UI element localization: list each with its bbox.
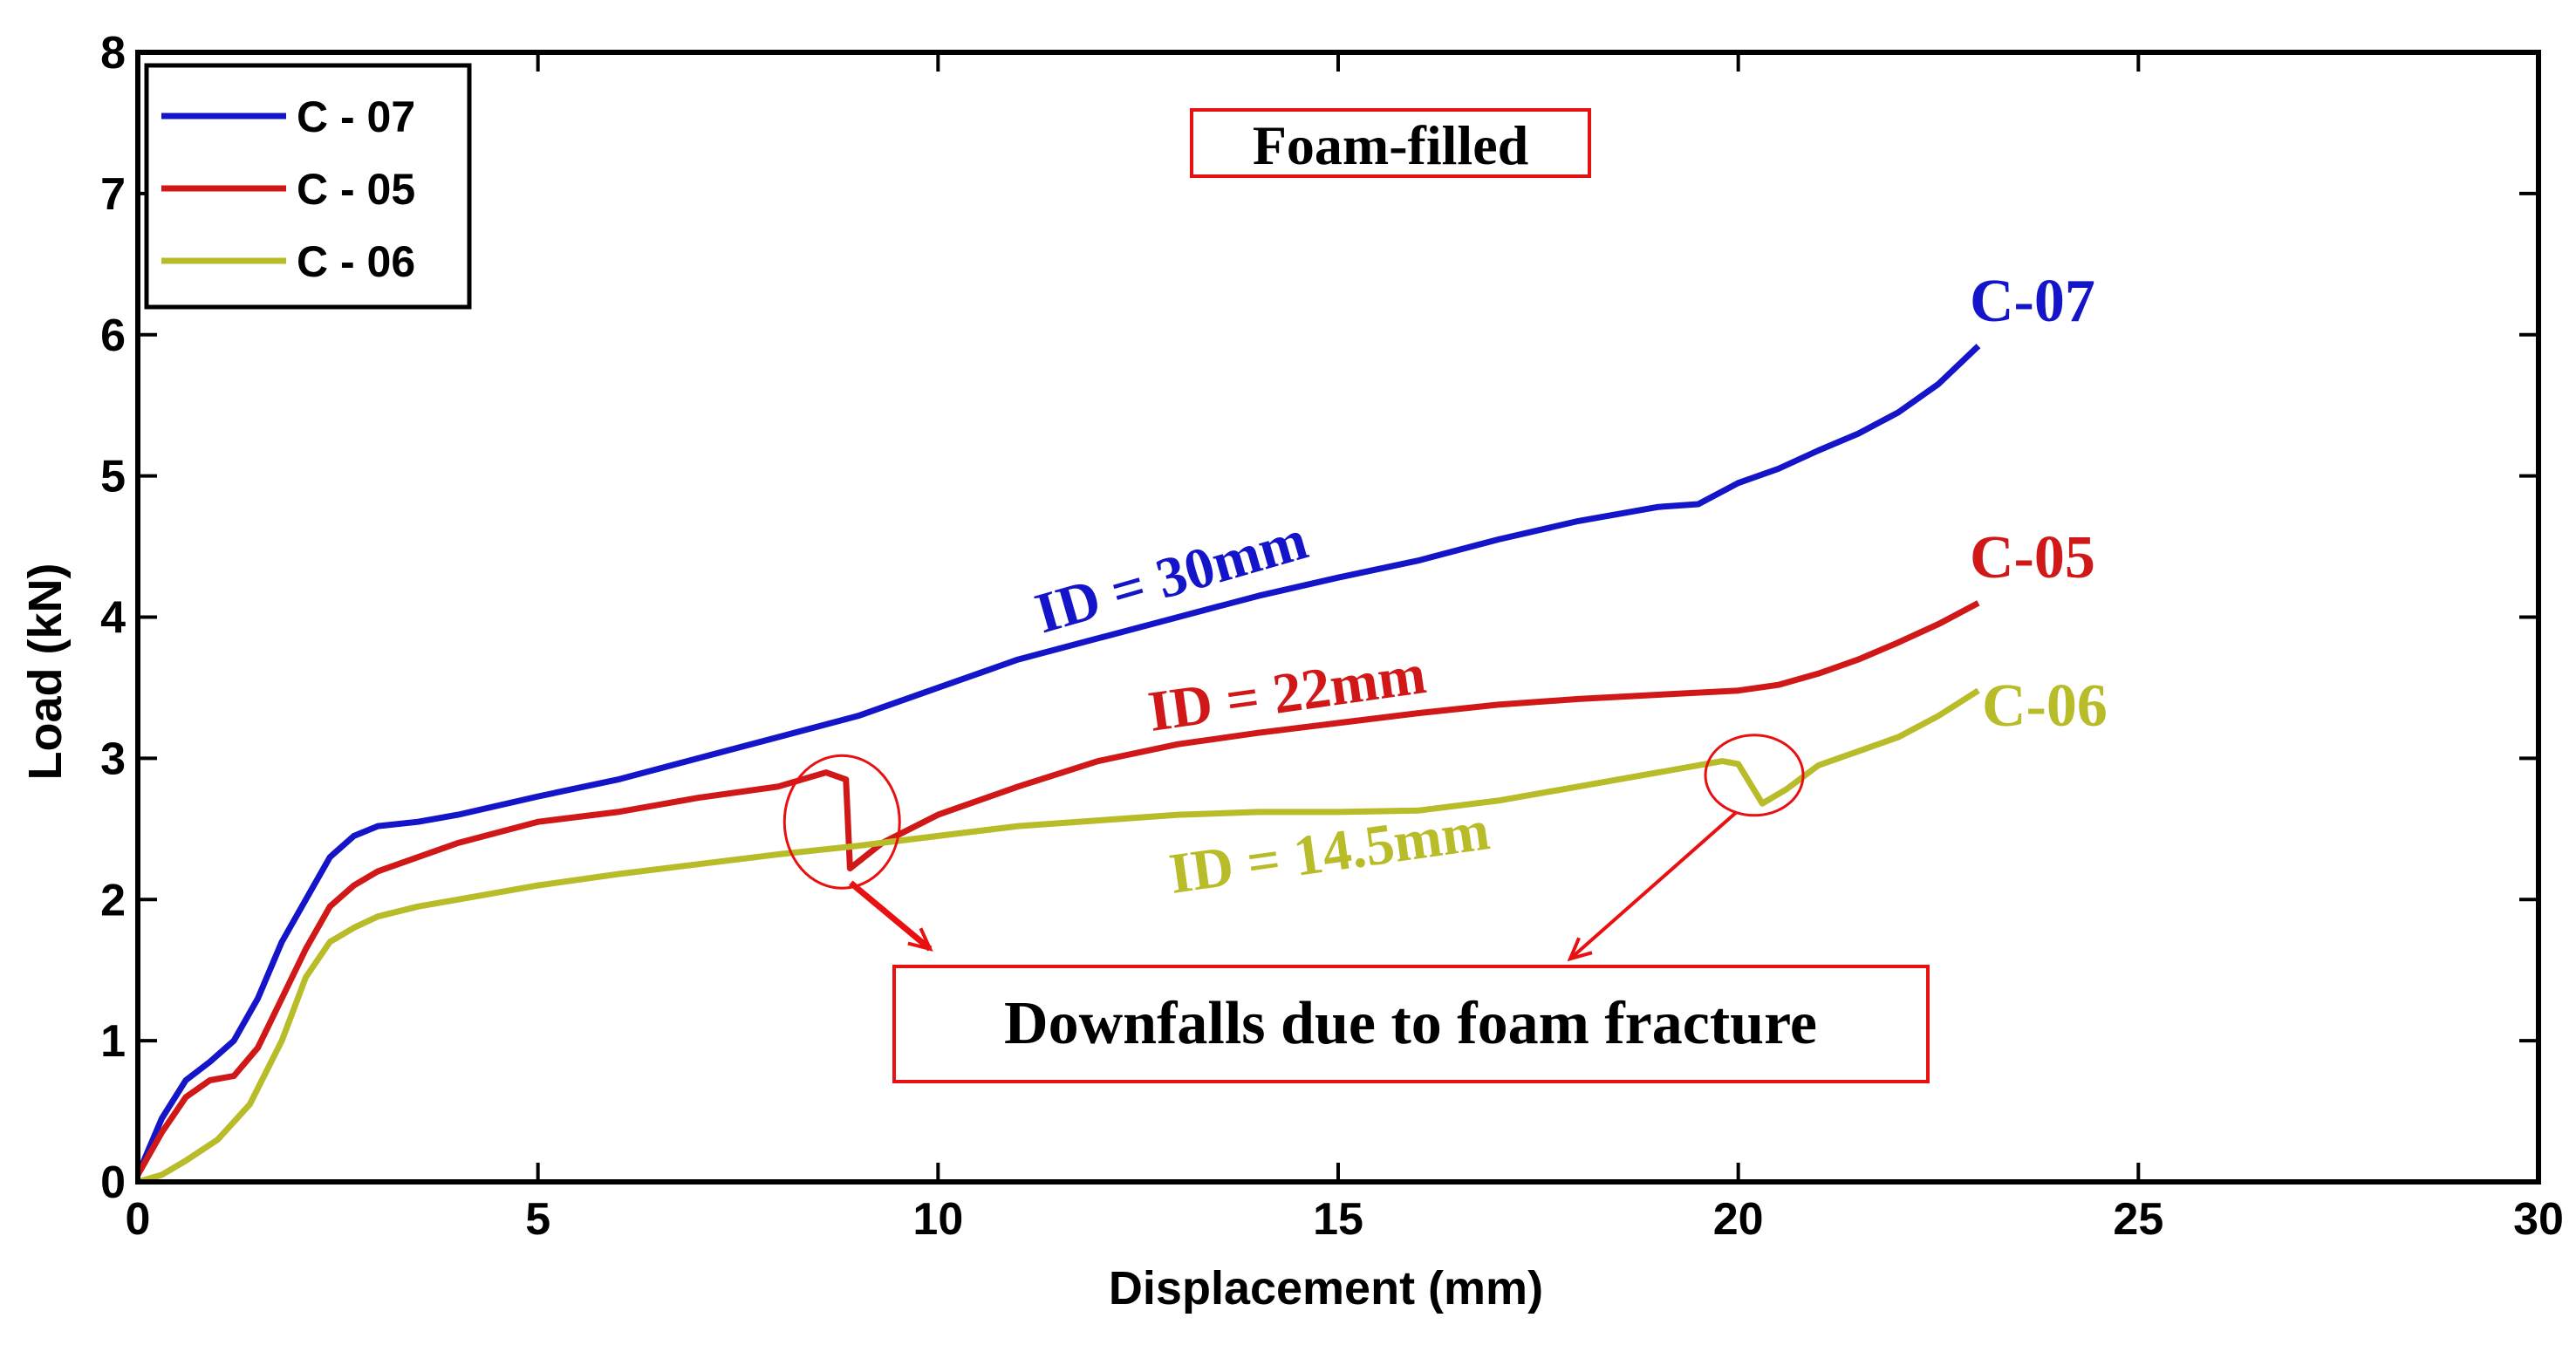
x-tick-label: 10 — [912, 1194, 963, 1245]
y-tick-label: 7 — [100, 169, 126, 220]
y-tick-label: 2 — [100, 875, 126, 925]
y-tick-label: 5 — [100, 452, 126, 502]
legend-label-c06: C - 06 — [297, 237, 415, 286]
series-line-c-07 — [134, 344, 1981, 1177]
y-tick-label: 0 — [100, 1157, 126, 1208]
note-text: Downfalls due to foam fracture — [1004, 990, 1817, 1057]
title-text: Foam-filled — [1253, 114, 1528, 176]
x-tick-label: 0 — [126, 1194, 151, 1245]
x-axis-title: Displacement (mm) — [1109, 1262, 1543, 1314]
axis-ticks — [136, 51, 2540, 1184]
axis-tick-labels: 0 5 10 15 20 25 30 0 1 2 3 4 5 6 7 8 — [100, 28, 2564, 1245]
fracture-arrow-head-2 — [1567, 937, 1593, 962]
y-tick-label: 6 — [100, 311, 126, 361]
series-line-c-06 — [137, 687, 1980, 1185]
legend: C - 07 C - 05 C - 06 — [144, 63, 472, 310]
y-axis-title: Load (kN) — [19, 563, 72, 781]
end-label-c06: C-06 — [1982, 672, 2108, 740]
title-box — [1190, 108, 1591, 178]
x-tick-label: 20 — [1713, 1194, 1764, 1245]
end-label-c05: C-05 — [1970, 524, 2095, 591]
x-tick-label: 5 — [525, 1194, 550, 1245]
note-box — [892, 965, 1930, 1083]
series-line-c-05 — [134, 600, 1980, 1177]
fracture-arrow-1 — [849, 880, 933, 952]
x-tick-label: 30 — [2513, 1194, 2564, 1245]
legend-label-c07: C - 07 — [297, 92, 415, 141]
legend-label-c05: C - 05 — [297, 165, 415, 214]
fracture-arrow-head-1 — [907, 927, 933, 952]
end-label-c07: C-07 — [1970, 268, 2095, 335]
y-tick-label: 1 — [100, 1016, 126, 1067]
fracture-circle-1 — [782, 754, 901, 890]
fracture-annotation: Downfalls due to foam fracture — [782, 734, 1930, 1083]
y-tick-label: 4 — [100, 593, 126, 644]
fracture-circle-2 — [1704, 734, 1805, 817]
plot-lines — [134, 344, 1981, 1185]
title-annotation: Foam-filled — [1190, 108, 1591, 178]
y-tick-label: 8 — [100, 28, 126, 79]
x-tick-label: 15 — [1313, 1194, 1363, 1245]
x-tick-label: 25 — [2113, 1194, 2163, 1245]
y-tick-label: 3 — [100, 734, 126, 784]
fracture-arrow-2 — [1568, 810, 1739, 960]
